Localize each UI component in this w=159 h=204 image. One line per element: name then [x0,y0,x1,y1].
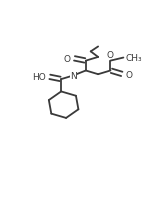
Text: O: O [125,70,132,79]
Text: N: N [70,72,77,81]
Text: HO: HO [33,73,46,82]
Text: CH₃: CH₃ [126,54,142,63]
Text: O: O [107,51,114,60]
Text: O: O [63,54,70,63]
